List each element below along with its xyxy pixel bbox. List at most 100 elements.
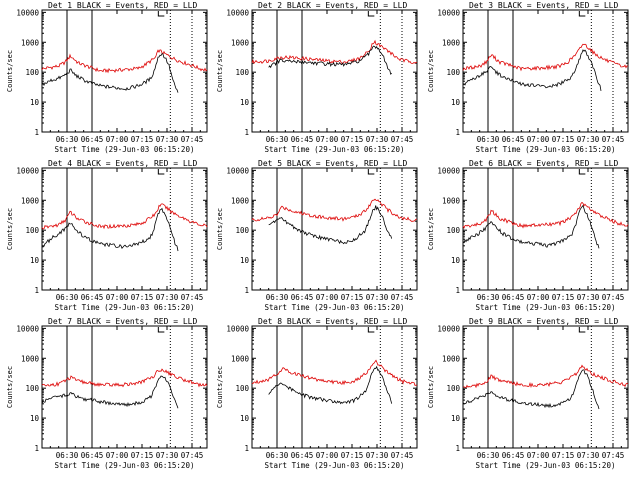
x-axis-label: Start Time (29-Jun-03 06:15:20)	[265, 303, 405, 312]
x-tick-label: 07:15	[131, 293, 154, 302]
y-tick-label: 1	[244, 444, 249, 453]
x-axis-label: Start Time (29-Jun-03 06:15:20)	[265, 145, 405, 154]
axes-frame	[251, 9, 418, 133]
events-series-line	[462, 204, 600, 249]
events-series-line	[462, 49, 602, 91]
y-tick-label: 100	[446, 226, 460, 235]
events-series-line	[41, 53, 179, 93]
x-tick-label: 07:00	[316, 135, 339, 144]
panel-title: Det 8 BLACK = Events, RED = LLD	[258, 317, 407, 326]
y-tick-label: 100	[235, 384, 249, 393]
x-tick-label: 07:45	[181, 135, 204, 144]
y-tick-label: 10	[30, 256, 40, 265]
x-tick-label: 07:45	[181, 293, 204, 302]
x-tick-label: 07:30	[156, 451, 179, 460]
x-tick-label: 07:30	[156, 135, 179, 144]
panel-det7: Det 7 BLACK = Events, RED = LLD 1 10 100 100…	[6, 317, 208, 470]
panel-det8: Det 8 BLACK = Events, RED = LLD 1 10 100 100…	[216, 317, 418, 470]
axes-frame	[251, 167, 418, 291]
y-tick-label: 10000	[437, 8, 460, 17]
panel-det6: Det 6 BLACK = Events, RED = LLD 1 10 100 100…	[427, 159, 629, 312]
bracket-marker	[578, 327, 586, 333]
x-tick-label: 06:30	[477, 451, 500, 460]
y-tick-label: 1	[34, 286, 39, 295]
y-tick-label: 10	[30, 98, 40, 107]
lld-series-line	[251, 39, 418, 65]
events-series-line	[41, 375, 179, 409]
x-tick-label: 06:45	[291, 135, 314, 144]
x-tick-label: 07:00	[106, 135, 129, 144]
x-tick-label: 06:45	[502, 135, 525, 144]
events-series-line	[268, 45, 392, 75]
y-tick-label: 10	[451, 98, 461, 107]
x-axis-label: Start Time (29-Jun-03 06:15:20)	[55, 145, 195, 154]
x-tick-label: 07:15	[341, 135, 364, 144]
x-tick-label: 06:30	[266, 135, 289, 144]
y-tick-label: 10	[240, 256, 250, 265]
y-tick-label: 10000	[437, 324, 460, 333]
y-tick-label: 100	[446, 384, 460, 393]
y-tick-label: 1000	[231, 354, 250, 363]
bracket-marker	[367, 11, 375, 17]
y-axis-label: Counts/sec	[216, 208, 224, 250]
y-tick-label: 10000	[226, 166, 249, 175]
x-tick-label: 07:00	[316, 451, 339, 460]
lld-series-line	[41, 203, 208, 230]
panel-title: Det 5 BLACK = Events, RED = LLD	[258, 159, 407, 168]
lld-series-line	[41, 368, 208, 388]
y-tick-label: 10000	[16, 324, 39, 333]
x-tick-label: 06:30	[56, 293, 79, 302]
panel-det4: Det 4 BLACK = Events, RED = LLD 1 10 100 100…	[6, 159, 208, 312]
panel-title: Det 1 BLACK = Events, RED = LLD	[48, 1, 197, 10]
y-axis-label: Counts/sec	[6, 208, 14, 250]
y-axis-label: Counts/sec	[216, 50, 224, 92]
y-tick-label: 1	[244, 286, 249, 295]
x-tick-label: 07:45	[391, 135, 414, 144]
x-tick-label: 07:00	[106, 293, 129, 302]
x-axis-label: Start Time (29-Jun-03 06:15:20)	[476, 461, 616, 470]
x-tick-label: 07:15	[341, 293, 364, 302]
x-tick-label: 07:00	[527, 135, 550, 144]
axes-frame	[41, 167, 208, 291]
y-tick-label: 1	[34, 444, 39, 453]
y-tick-label: 1000	[442, 38, 461, 47]
y-tick-label: 1	[455, 128, 460, 137]
y-tick-label: 1	[34, 128, 39, 137]
y-tick-label: 1	[455, 444, 460, 453]
y-tick-label: 100	[25, 68, 39, 77]
x-tick-label: 07:15	[552, 293, 575, 302]
panel-title: Det 9 BLACK = Events, RED = LLD	[469, 317, 618, 326]
x-tick-label: 07:45	[602, 451, 625, 460]
y-tick-label: 1000	[21, 196, 40, 205]
x-tick-label: 07:15	[552, 135, 575, 144]
events-series-line	[268, 365, 393, 405]
y-axis-label: Counts/sec	[6, 366, 14, 408]
x-axis-label: Start Time (29-Jun-03 06:15:20)	[476, 303, 616, 312]
x-tick-label: 07:00	[316, 293, 339, 302]
panel-title: Det 7 BLACK = Events, RED = LLD	[48, 317, 197, 326]
x-axis-label: Start Time (29-Jun-03 06:15:20)	[476, 145, 616, 154]
lld-series-line	[41, 49, 208, 74]
x-tick-label: 06:45	[291, 293, 314, 302]
axes-frame	[462, 9, 629, 133]
panel-title: Det 2 BLACK = Events, RED = LLD	[258, 1, 407, 10]
y-axis-label: Counts/sec	[427, 366, 435, 408]
x-tick-label: 07:45	[602, 293, 625, 302]
panel-det2: Det 2 BLACK = Events, RED = LLD 1 10 100 100…	[216, 1, 418, 154]
y-axis-label: Counts/sec	[427, 208, 435, 250]
panel-det9: Det 9 BLACK = Events, RED = LLD 1 10 100 100…	[427, 317, 629, 470]
panel-title: Det 4 BLACK = Events, RED = LLD	[48, 159, 197, 168]
x-tick-label: 06:30	[266, 451, 289, 460]
y-tick-label: 10	[30, 414, 40, 423]
y-tick-label: 10000	[16, 8, 39, 17]
y-tick-label: 1000	[442, 196, 461, 205]
panel-title: Det 6 BLACK = Events, RED = LLD	[469, 159, 618, 168]
x-tick-label: 06:45	[502, 451, 525, 460]
x-tick-label: 06:45	[291, 451, 314, 460]
bracket-marker	[157, 169, 165, 175]
x-tick-label: 07:15	[341, 451, 364, 460]
y-tick-label: 1000	[21, 38, 40, 47]
x-tick-label: 06:30	[56, 451, 79, 460]
y-axis-label: Counts/sec	[427, 50, 435, 92]
